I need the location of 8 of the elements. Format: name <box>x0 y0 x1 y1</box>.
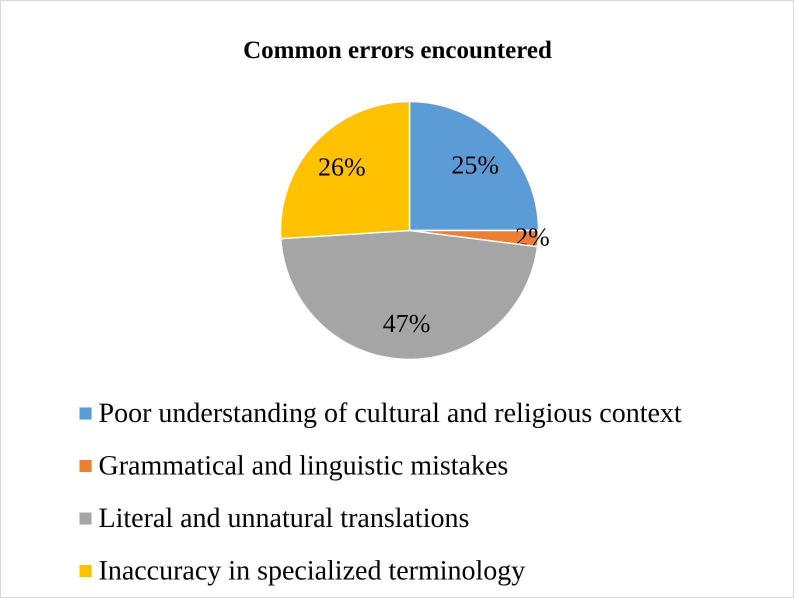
data-label: 26% <box>318 152 366 182</box>
legend-label: Literal and unnatural translations <box>98 503 470 534</box>
legend-label: Grammatical and linguistic mistakes <box>98 450 508 482</box>
legend-label: Inaccuracy in specialized terminology <box>98 556 526 586</box>
data-label: 25% <box>451 150 500 180</box>
chart-title: Common errors encountered <box>243 37 552 64</box>
legend-label: Poor understanding of cultural and religious context <box>98 398 682 429</box>
data-label: 47% <box>382 308 430 338</box>
